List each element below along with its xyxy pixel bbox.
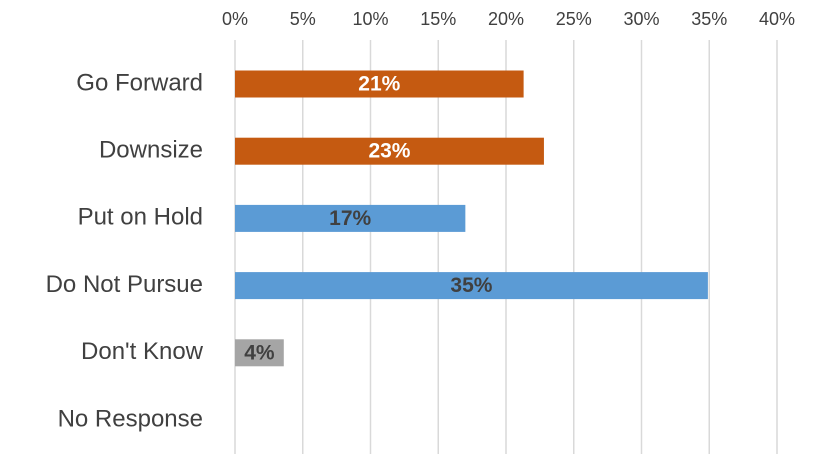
bar bbox=[235, 339, 284, 367]
x-tick-label: 30% bbox=[623, 9, 659, 29]
x-tick-label: 35% bbox=[691, 9, 727, 29]
value-label: 35% bbox=[450, 274, 492, 297]
x-tick-label: 5% bbox=[290, 9, 316, 29]
category-label: Do Not Pursue bbox=[46, 271, 203, 298]
value-label: 21% bbox=[358, 73, 400, 96]
bar bbox=[235, 204, 466, 232]
category-label: Go Forward bbox=[76, 69, 203, 96]
x-tick-label: 20% bbox=[488, 9, 524, 29]
bar bbox=[235, 272, 708, 300]
x-tick-label: 10% bbox=[352, 9, 388, 29]
x-tick-label: 25% bbox=[556, 9, 592, 29]
x-tick-label: 0% bbox=[222, 9, 248, 29]
bar bbox=[235, 137, 544, 165]
value-label: 23% bbox=[368, 140, 410, 163]
category-label: No Response bbox=[58, 405, 203, 432]
value-label: 17% bbox=[329, 207, 371, 230]
x-tick-label: 40% bbox=[759, 9, 795, 29]
category-label: Downsize bbox=[99, 137, 203, 164]
category-label: Put on Hold bbox=[78, 204, 203, 231]
bar bbox=[235, 70, 524, 98]
value-label: 4% bbox=[244, 341, 275, 364]
category-label: Don't Know bbox=[81, 338, 204, 365]
x-tick-label: 15% bbox=[420, 9, 456, 29]
